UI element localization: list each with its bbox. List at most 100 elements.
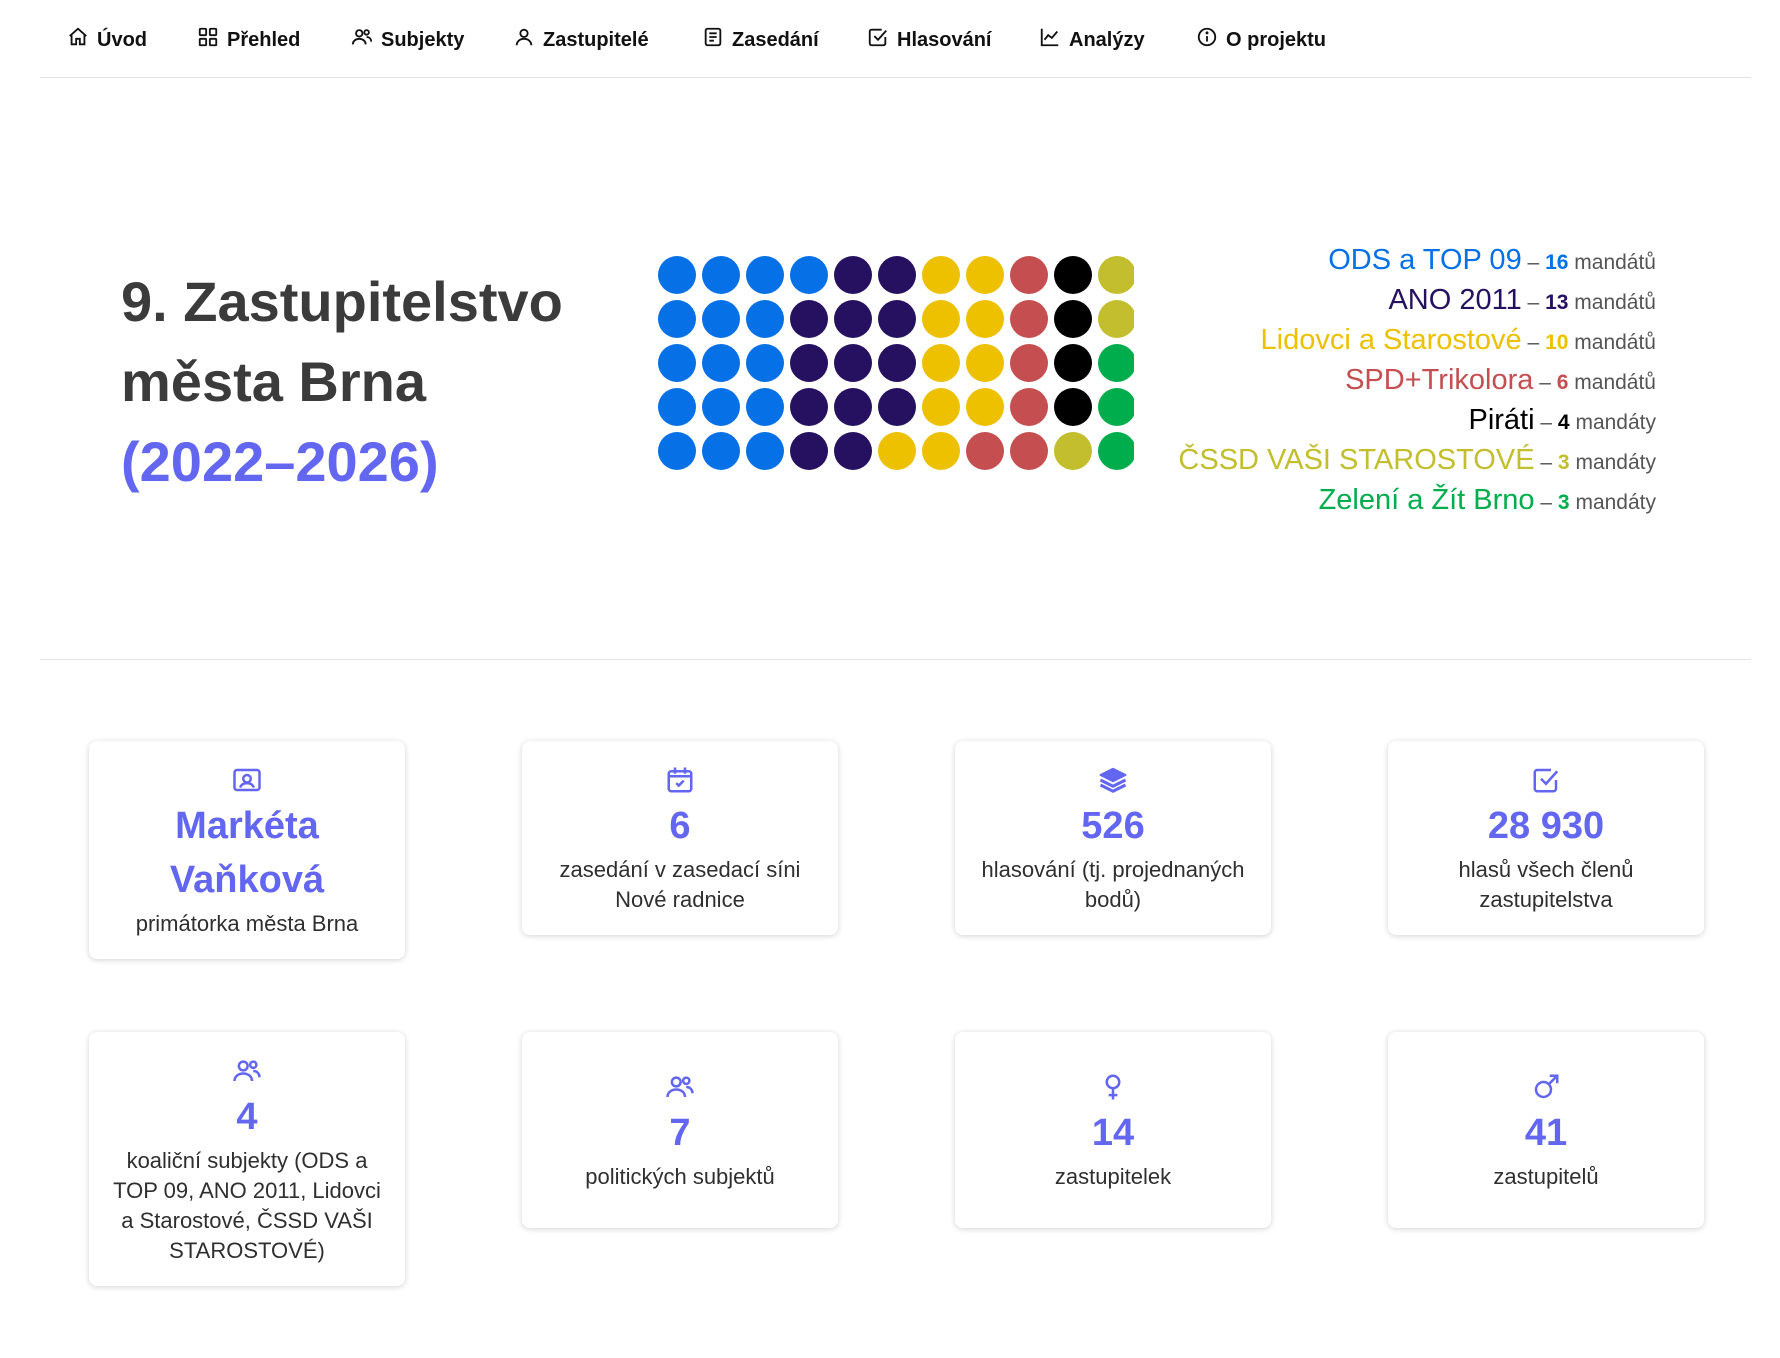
legend-item: Zelení a Žít Brno – 3 mandáty	[1178, 480, 1656, 520]
nav-item-o-projektu[interactable]: O projektu	[1196, 26, 1326, 54]
nav-item-zastupitele[interactable]: Zastupitelé	[513, 26, 649, 54]
legend-item: Piráti – 4 mandáty	[1178, 400, 1656, 440]
seat-dot	[702, 432, 740, 470]
stat-value: 7	[669, 1112, 691, 1154]
seat-dot	[1098, 432, 1134, 470]
legend-item: Lidovci a Starostové – 10 mandátů	[1178, 320, 1656, 360]
seat-dot	[1098, 388, 1134, 426]
seat-dot	[658, 388, 696, 426]
male-icon	[1531, 1072, 1561, 1102]
seat-dot	[746, 300, 784, 338]
seat-unit: mandátů	[1574, 251, 1656, 274]
stat-label: zastupitelů	[1493, 1164, 1599, 1189]
stat-value: 526	[1081, 805, 1145, 847]
party-name: ODS a TOP 09	[1328, 244, 1522, 276]
users-icon	[351, 26, 381, 54]
seat-dot	[658, 344, 696, 382]
seat-dot	[922, 344, 960, 382]
seat-dot	[702, 388, 740, 426]
seat-count: 4	[1557, 411, 1570, 434]
seat-count: 10	[1545, 331, 1569, 354]
seat-unit: mandátů	[1574, 331, 1656, 354]
seat-dot	[1054, 256, 1092, 294]
party-name: Piráti	[1468, 404, 1535, 436]
seat-dot	[922, 256, 960, 294]
seat-dot	[878, 300, 916, 338]
seat-count: 13	[1545, 291, 1569, 314]
nav-label: Subjekty	[381, 28, 465, 51]
seat-dot	[1054, 432, 1092, 470]
seat-unit: mandáty	[1575, 491, 1656, 514]
stat-value: 6	[669, 805, 691, 847]
seat-legend: ODS a TOP 09 – 16 mandátů ANO 2011 – 13 m…	[1178, 240, 1656, 520]
seat-dot	[1054, 344, 1092, 382]
seat-dot	[966, 300, 1004, 338]
seat-dot	[966, 256, 1004, 294]
term-years: (2022–2026)	[121, 430, 439, 493]
seat-count: 3	[1557, 491, 1570, 514]
stat-value: 41	[1524, 1112, 1568, 1154]
nav-label: Zastupitelé	[543, 28, 649, 51]
seat-dot	[922, 300, 960, 338]
seat-dot	[658, 256, 696, 294]
stat-label: primátorka města Brna	[135, 911, 359, 936]
seat-dot	[966, 344, 1004, 382]
seat-dot	[658, 432, 696, 470]
seat-count: 6	[1556, 371, 1569, 394]
seat-dot	[746, 344, 784, 382]
grid-icon	[197, 26, 227, 54]
seat-dot	[790, 432, 828, 470]
nav-item-hlasovani[interactable]: Hlasování	[867, 26, 991, 54]
party-name: Zelení a Žít Brno	[1318, 484, 1535, 516]
layers-icon	[1098, 765, 1128, 795]
stat-card-parties: 7 politických subjektů	[522, 1032, 838, 1228]
title-line-2: města Brna	[121, 350, 427, 413]
users-icon	[232, 1056, 262, 1086]
stat-card-sessions: 6 zasedání v zasedací síni Nové radnice	[522, 741, 838, 935]
home-icon	[67, 26, 97, 54]
nav-label: Zasedání	[732, 28, 819, 51]
seat-dot	[1010, 300, 1048, 338]
female-icon	[1098, 1072, 1128, 1102]
seat-dot	[790, 388, 828, 426]
nav-item-uvod[interactable]: Úvod	[67, 26, 147, 54]
seat-dot	[1010, 344, 1048, 382]
party-name: SPD+Trikolora	[1345, 364, 1534, 396]
seat-dot	[878, 388, 916, 426]
document-icon	[702, 26, 732, 54]
legend-item: SPD+Trikolora – 6 mandátů	[1178, 360, 1656, 400]
nav-label: Přehled	[227, 28, 301, 51]
legend-separator: –	[1534, 411, 1558, 434]
seat-dot	[702, 300, 740, 338]
seat-unit: mandátů	[1574, 371, 1656, 394]
seat-dot	[790, 344, 828, 382]
stat-label: koaliční subjekty (ODS a TOP 09, ANO 201…	[113, 1148, 381, 1263]
legend-item: ODS a TOP 09 – 16 mandátů	[1178, 240, 1656, 280]
seat-dot	[922, 432, 960, 470]
seat-dot	[834, 300, 872, 338]
nav-label: Hlasování	[897, 28, 992, 51]
legend-separator: –	[1533, 371, 1557, 394]
party-name: Lidovci a Starostové	[1260, 324, 1522, 356]
nav-label: Úvod	[97, 28, 147, 51]
seat-dot	[1054, 388, 1092, 426]
stat-card-men: 41 zastupitelů	[1388, 1032, 1704, 1228]
nav-item-prehled[interactable]: Přehled	[197, 26, 300, 54]
seat-dot	[834, 344, 872, 382]
seat-dot	[1054, 300, 1092, 338]
nav-label: O projektu	[1226, 28, 1327, 51]
seat-dot	[878, 344, 916, 382]
seat-dot	[878, 256, 916, 294]
seat-dot	[1010, 256, 1048, 294]
seat-dot	[966, 432, 1004, 470]
nav-item-analyzy[interactable]: Analýzy	[1039, 26, 1145, 54]
seat-dot	[834, 432, 872, 470]
nav-item-subjekty[interactable]: Subjekty	[351, 26, 464, 54]
nav-item-zasedani[interactable]: Zasedání	[702, 26, 819, 54]
seat-dot	[1098, 300, 1134, 338]
party-name: ČSSD VAŠI STAROSTOVÉ	[1178, 444, 1535, 476]
stat-value: 14	[1091, 1112, 1135, 1154]
stat-card-ballots: 28 930 hlasů všech členů zastupitelstva	[1388, 741, 1704, 935]
seat-dot	[922, 388, 960, 426]
seat-count: 3	[1557, 451, 1570, 474]
